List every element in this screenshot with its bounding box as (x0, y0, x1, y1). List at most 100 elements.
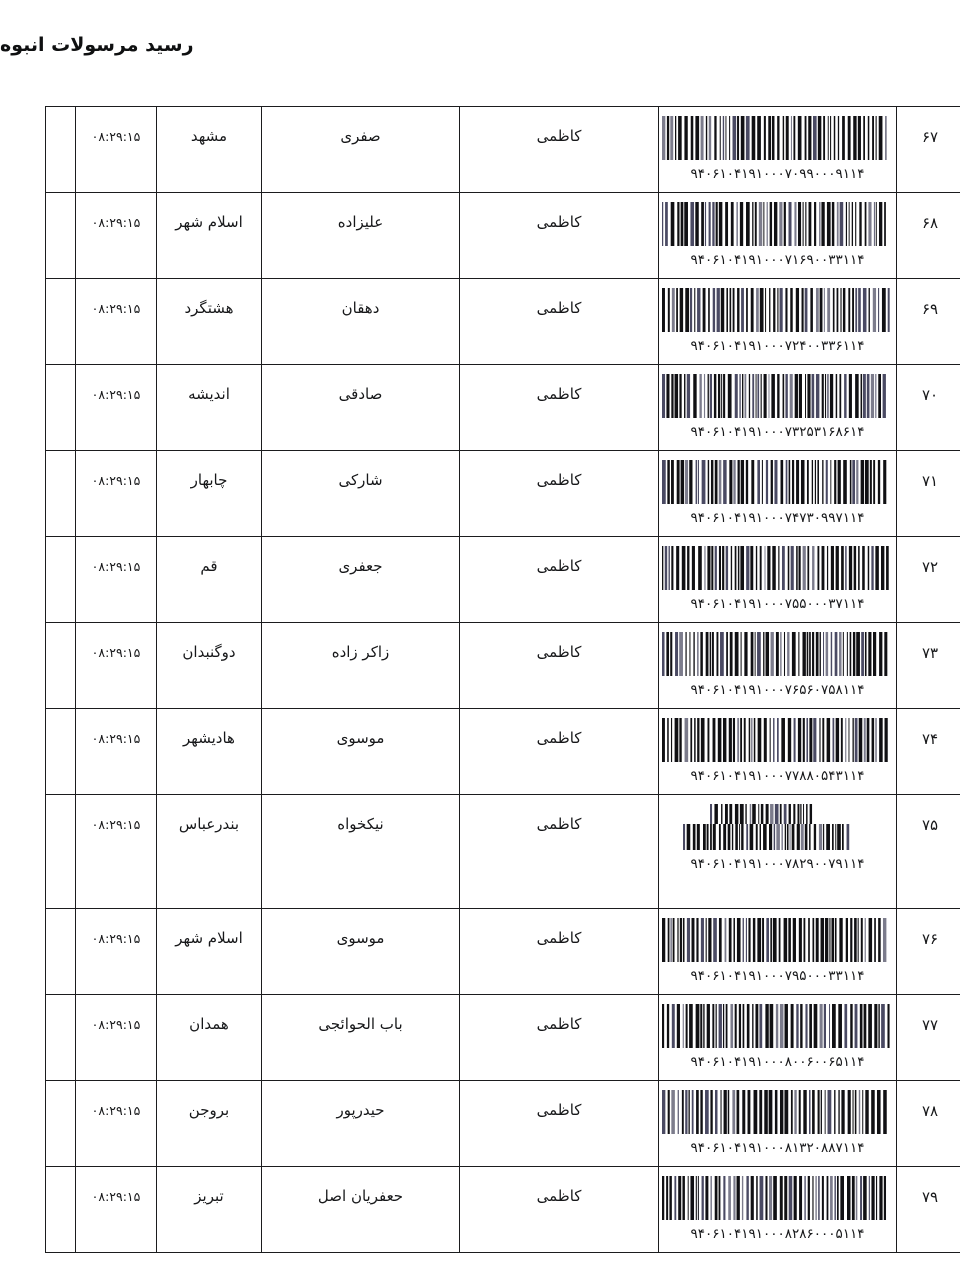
barcode-number: ۹۴۰۶۱۰۴۱۹۱۰۰۰۷۸۲۹۰۰۷۹۱۱۴ (619, 856, 844, 872)
table-row[interactable]: ۷۶ ۹۴۰۶۱۰۴۱۹۱۰۰۰۷۹۵۰۰۰۳۳۱۱۴ کاظمی موسوی اسلا… (0, 909, 918, 995)
row-number: ۷۸ (851, 1081, 917, 1120)
city-cell: دوگنبدان (111, 623, 216, 709)
table-row[interactable]: ۶۹ ۹۴۰۶۱۰۴۱۹۱۰۰۰۷۲۴۰۰۳۳۶۱۱۴ کاظمی دهقان هشتگ… (0, 279, 918, 365)
barcode: ۹۴۰۶۱۰۴۱۹۱۰۰۰۸۱۳۲۰۸۸۷۱۱۴ (613, 1081, 850, 1163)
barcode-cell: ۹۴۰۶۱۰۴۱۹۱۰۰۰۷۶۵۶۰۷۵۸۱۱۴ (613, 623, 851, 709)
barcode: ۹۴۰۶۱۰۴۱۹۱۰۰۰۷۱۶۹۰۰۳۳۱۱۴ (613, 193, 850, 275)
barcode-cell: ۹۴۰۶۱۰۴۱۹۱۰۰۰۸۲۸۶۰۰۰۵۱۱۴ (613, 1167, 851, 1253)
recipient-name-cell: جعفری (216, 537, 414, 623)
barcode: ۹۴۰۶۱۰۴۱۹۱۰۰۰۷۴۷۳۰۹۹۷۱۱۴ (613, 451, 850, 533)
recipient-name-cell: شارکی (216, 451, 414, 537)
row-number: ۷۴ (851, 709, 917, 748)
edge-cell (0, 709, 30, 795)
time-cell: ۰۸:۲۹:۱۵ (30, 795, 111, 909)
table-row[interactable]: ۷۰ ۹۴۰۶۱۰۴۱۹۱۰۰۰۷۳۲۵۳۱۶۸۶۱۴ کاظمی صادقی اندی… (0, 365, 918, 451)
city-cell: اسلام شهر (111, 909, 216, 995)
time-label: ۰۸:۲۹:۱۵ (30, 1081, 110, 1118)
barcode-number: ۹۴۰۶۱۰۴۱۹۱۰۰۰۷۹۵۰۰۰۳۳۱۱۴ (619, 968, 844, 984)
city-label: همدان (111, 995, 215, 1033)
recipient-name-cell: موسوی (216, 709, 414, 795)
time-label: ۰۸:۲۹:۱۵ (30, 709, 110, 746)
row-number-cell: ۶۷ (851, 107, 918, 193)
table-row[interactable]: ۷۱ ۹۴۰۶۱۰۴۱۹۱۰۰۰۷۴۷۳۰۹۹۷۱۱۴ کاظمی شارکی چابه… (0, 451, 918, 537)
table-row[interactable]: ۷۲ ۹۴۰۶۱۰۴۱۹۱۰۰۰۷۵۵۰۰۰۳۷۱۱۴ کاظمی جعفری قم ۰۸… (0, 537, 918, 623)
recipient-name-cell: باب الحوائجی (216, 995, 414, 1081)
city-label: تبریز (111, 1167, 215, 1205)
time-cell: ۰۸:۲۹:۱۵ (30, 451, 111, 537)
table-row[interactable]: ۷۹ ۹۴۰۶۱۰۴۱۹۱۰۰۰۸۲۸۶۰۰۰۵۱۱۴ کاظمی حعفریان ا… (0, 1167, 918, 1253)
city-cell: قم (111, 537, 216, 623)
sender-label: کاظمی (414, 193, 612, 231)
row-number-cell: ۶۹ (851, 279, 918, 365)
row-number-cell: ۷۷ (851, 995, 918, 1081)
row-number-cell: ۷۸ (851, 1081, 918, 1167)
city-label: اسلام شهر (111, 909, 215, 947)
city-label: بروجن (111, 1081, 215, 1119)
recipient-name-label: صفری (216, 107, 413, 145)
row-number: ۷۱ (851, 451, 917, 490)
recipient-name-label: جعفری (216, 537, 413, 575)
time-label: ۰۸:۲۹:۱۵ (30, 365, 110, 402)
sender-label: کاظمی (414, 995, 612, 1033)
time-cell: ۰۸:۲۹:۱۵ (30, 623, 111, 709)
recipient-name-label: دهقان (216, 279, 413, 317)
barcode-cell: ۹۴۰۶۱۰۴۱۹۱۰۰۰۸۱۳۲۰۸۸۷۱۱۴ (613, 1081, 851, 1167)
row-number-cell: ۷۶ (851, 909, 918, 995)
row-number: ۷۷ (851, 995, 917, 1034)
barcode: ۹۴۰۶۱۰۴۱۹۱۰۰۰۷۳۲۵۳۱۶۸۶۱۴ (613, 365, 850, 447)
sender-cell: کاظمی (414, 909, 613, 995)
barcode-cell: ۹۴۰۶۱۰۴۱۹۱۰۰۰۷۱۶۹۰۰۳۳۱۱۴ (613, 193, 851, 279)
time-label: ۰۸:۲۹:۱۵ (30, 1167, 110, 1204)
row-number: ۶۸ (851, 193, 917, 232)
barcode-bars (616, 546, 844, 590)
city-label: مشهد (111, 107, 215, 145)
barcode-cell: ۹۴۰۶۱۰۴۱۹۱۰۰۰۷۳۲۵۳۱۶۸۶۱۴ (613, 365, 851, 451)
time-cell: ۰۸:۲۹:۱۵ (30, 537, 111, 623)
city-cell: همدان (111, 995, 216, 1081)
sender-cell: کاظمی (414, 623, 613, 709)
city-cell: تبریز (111, 1167, 216, 1253)
time-label: ۰۸:۲۹:۱۵ (30, 193, 110, 230)
table-row[interactable]: ۷۳ ۹۴۰۶۱۰۴۱۹۱۰۰۰۷۶۵۶۰۷۵۸۱۱۴ کاظمی زاکر زاده… (0, 623, 918, 709)
barcode: ۹۴۰۶۱۰۴۱۹۱۰۰۰۷۷۸۸۰۵۴۳۱۱۴ (613, 709, 850, 791)
barcode: ۹۴۰۶۱۰۴۱۹۱۰۰۰۷۸۲۹۰۰۷۹۱۱۴ (613, 795, 850, 879)
time-cell: ۰۸:۲۹:۱۵ (30, 709, 111, 795)
city-label: اندیشه (111, 365, 215, 403)
barcode-bars (616, 374, 844, 418)
barcode-number: ۹۴۰۶۱۰۴۱۹۱۰۰۰۷۳۲۵۳۱۶۸۶۱۴ (619, 424, 844, 440)
receipt-table: ۶۷ ۹۴۰۶۱۰۴۱۹۱۰۰۰۷۰۹۹۰۰۰۹۱۱۴ کاظمی صفری مشهد ۰… (0, 106, 918, 1253)
table-row[interactable]: ۷۷ ۹۴۰۶۱۰۴۱۹۱۰۰۰۸۰۰۶۰۰۶۵۱۱۴ کاظمی باب الحوا… (0, 995, 918, 1081)
table-row[interactable]: ۷۵ ۹۴۰۶۱۰۴۱۹۱۰۰۰۷۸۲۹۰۰۷۹۱۱۴ کاظمی نیکخواه بن… (0, 795, 918, 909)
barcode-cell: ۹۴۰۶۱۰۴۱۹۱۰۰۰۷۴۷۳۰۹۹۷۱۱۴ (613, 451, 851, 537)
barcode-bars (616, 918, 844, 962)
sender-label: کاظمی (414, 107, 612, 145)
barcode: ۹۴۰۶۱۰۴۱۹۱۰۰۰۷۰۹۹۰۰۰۹۱۱۴ (613, 107, 850, 189)
edge-cell (0, 1167, 30, 1253)
sender-label: کاظمی (414, 537, 612, 575)
row-number: ۷۰ (851, 365, 917, 404)
table-row[interactable]: ۶۷ ۹۴۰۶۱۰۴۱۹۱۰۰۰۷۰۹۹۰۰۰۹۱۱۴ کاظمی صفری مشهد ۰… (0, 107, 918, 193)
barcode-bars (616, 718, 844, 762)
recipient-name-cell: حعفریان اصل (216, 1167, 414, 1253)
barcode: ۹۴۰۶۱۰۴۱۹۱۰۰۰۷۹۵۰۰۰۳۳۱۱۴ (613, 909, 850, 991)
barcode-number: ۹۴۰۶۱۰۴۱۹۱۰۰۰۷۶۵۶۰۷۵۸۱۱۴ (619, 682, 844, 698)
barcode-number: ۹۴۰۶۱۰۴۱۹۱۰۰۰۷۰۹۹۰۰۰۹۱۱۴ (619, 166, 844, 182)
time-cell: ۰۸:۲۹:۱۵ (30, 1081, 111, 1167)
recipient-name-cell: صادقی (216, 365, 414, 451)
barcode-number: ۹۴۰۶۱۰۴۱۹۱۰۰۰۷۵۵۰۰۰۳۷۱۱۴ (619, 596, 844, 612)
barcode-cell: ۹۴۰۶۱۰۴۱۹۱۰۰۰۷۲۴۰۰۳۳۶۱۱۴ (613, 279, 851, 365)
barcode-bars (616, 460, 844, 504)
table-row[interactable]: ۷۴ ۹۴۰۶۱۰۴۱۹۱۰۰۰۷۷۸۸۰۵۴۳۱۱۴ کاظمی موسوی هادی… (0, 709, 918, 795)
table-row[interactable]: ۷۸ ۹۴۰۶۱۰۴۱۹۱۰۰۰۸۱۳۲۰۸۸۷۱۱۴ کاظمی حیدرپور بر… (0, 1081, 918, 1167)
sender-label: کاظمی (414, 623, 612, 661)
row-number: ۷۵ (851, 795, 917, 834)
sender-cell: کاظمی (414, 537, 613, 623)
row-number: ۶۹ (851, 279, 917, 318)
city-label: هشتگرد (111, 279, 215, 317)
time-cell: ۰۸:۲۹:۱۵ (30, 193, 111, 279)
sender-label: کاظمی (414, 795, 612, 833)
edge-cell (0, 1081, 30, 1167)
edge-cell (0, 365, 30, 451)
recipient-name-label: حیدرپور (216, 1081, 413, 1119)
table-row[interactable]: ۶۸ ۹۴۰۶۱۰۴۱۹۱۰۰۰۷۱۶۹۰۰۳۳۱۱۴ کاظمی علیزاده اس… (0, 193, 918, 279)
